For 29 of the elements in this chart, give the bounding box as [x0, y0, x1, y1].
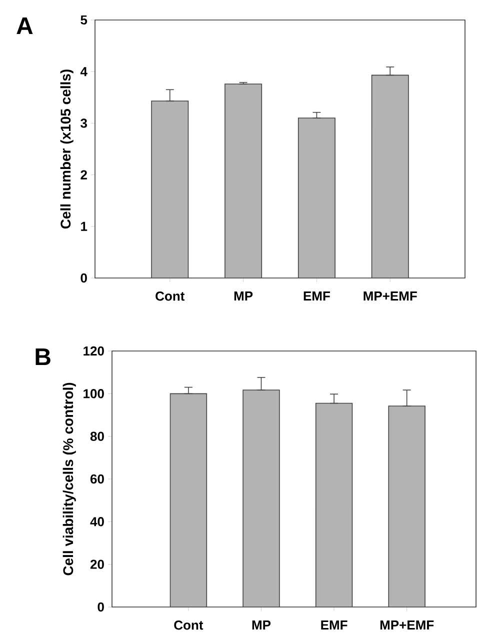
bar	[371, 74, 409, 278]
y-tick-label: 4	[80, 67, 88, 76]
chart-title: A	[16, 18, 33, 34]
y-tick-label: 60	[90, 474, 104, 484]
chart-title: B	[36, 348, 50, 366]
y-tick-label: 1	[81, 222, 88, 231]
y-tick-label: 3	[80, 118, 87, 128]
bar	[298, 118, 336, 278]
y-tick-label: 100	[84, 389, 104, 398]
x-tick-label: MP+EMF	[380, 620, 434, 630]
y-tick-label: 0	[80, 273, 87, 283]
x-tick-label: MP	[234, 292, 253, 300]
y-tick-label: 120	[84, 346, 104, 356]
y-axis-title: Cell number (x105 cells)	[60, 70, 74, 229]
x-tick-label: MP+EMF	[364, 292, 417, 300]
y-tick-label: 0	[98, 602, 104, 612]
x-tick-label: MP	[252, 620, 271, 630]
bar	[224, 84, 262, 278]
y-axis-title: Cell viability/cells (% control)	[62, 382, 76, 576]
x-tick-label: EMF	[321, 620, 348, 630]
bar	[151, 100, 189, 278]
x-tick-label: Cont	[174, 620, 204, 630]
y-tick-label: 2	[80, 170, 87, 180]
y-tick-label: 80	[90, 432, 104, 441]
x-tick-label: Cont	[156, 292, 185, 301]
y-tick-label: 5	[80, 15, 88, 25]
x-tick-label: EMF	[304, 292, 330, 300]
y-tick-label: 20	[90, 560, 104, 569]
y-tick-label: 40	[90, 517, 104, 526]
